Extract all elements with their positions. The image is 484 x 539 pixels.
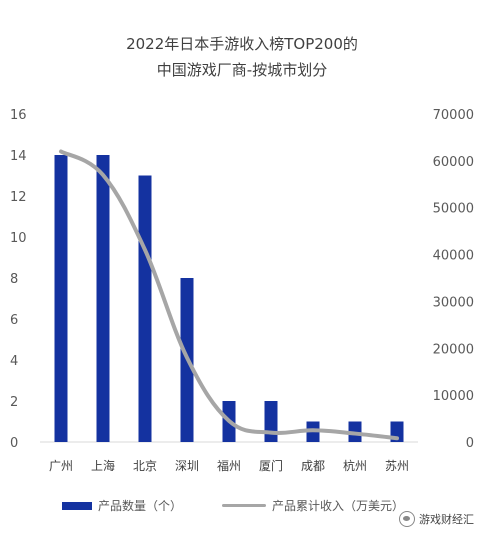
bar-北京 — [138, 175, 152, 442]
right-axis-tick: 30000 — [433, 295, 474, 310]
category-label: 广州 — [49, 459, 73, 473]
left-axis-tick: 10 — [10, 231, 27, 246]
left-axis-tick: 8 — [10, 272, 18, 287]
legend-label-count: 产品数量（个） — [98, 499, 183, 513]
category-label: 苏州 — [385, 459, 409, 473]
left-axis-tick: 4 — [10, 354, 18, 369]
right-axis-tick: 60000 — [433, 155, 474, 170]
right-axis-tick: 10000 — [433, 389, 474, 404]
category-label: 深圳 — [175, 459, 199, 473]
chart-canvas: 0 2 4 6 8 10 12 14 16 0 10000 20000 30000 40000 50000 6… — [10, 108, 474, 473]
left-axis-tick: 6 — [10, 313, 18, 328]
right-axis-tick: 50000 — [433, 202, 474, 217]
watermark-text: 游戏财经汇 — [419, 513, 474, 526]
legend-item-revenue: 产品累计收入（万美元） — [222, 497, 404, 514]
right-axis-tick: 40000 — [433, 249, 474, 264]
bar-广州 — [54, 155, 68, 442]
right-axis-tick: 70000 — [433, 108, 474, 123]
category-label: 福州 — [217, 458, 241, 473]
chart-title: 2022年日本手游收入榜TOP200的 — [126, 35, 358, 53]
chart-subtitle: 中国游戏厂商-按城市划分 — [156, 61, 328, 79]
bar-上海 — [96, 155, 110, 442]
category-label: 厦门 — [259, 458, 283, 473]
left-axis-tick: 2 — [10, 395, 18, 410]
legend-bar-swatch — [62, 501, 92, 510]
legend-label-revenue: 产品累计收入（万美元） — [272, 499, 405, 513]
left-axis-tick: 12 — [10, 190, 27, 205]
category-label: 北京 — [133, 459, 157, 473]
legend-line-swatch — [222, 504, 266, 507]
category-label: 杭州 — [343, 458, 367, 473]
right-axis-tick: 0 — [466, 436, 474, 451]
revenue-line — [59, 149, 399, 441]
left-axis-tick: 16 — [10, 108, 27, 123]
wechat-icon — [399, 511, 415, 527]
right-axis-tick: 20000 — [433, 342, 474, 357]
left-axis-tick: 0 — [10, 436, 18, 451]
legend-item-count: 产品数量（个） — [62, 497, 182, 514]
watermark: 游戏财经汇 — [399, 511, 474, 527]
category-label: 上海 — [91, 458, 115, 473]
bar-厦门 — [264, 401, 278, 442]
left-axis-tick: 14 — [10, 149, 27, 164]
category-label: 成都 — [301, 459, 325, 473]
